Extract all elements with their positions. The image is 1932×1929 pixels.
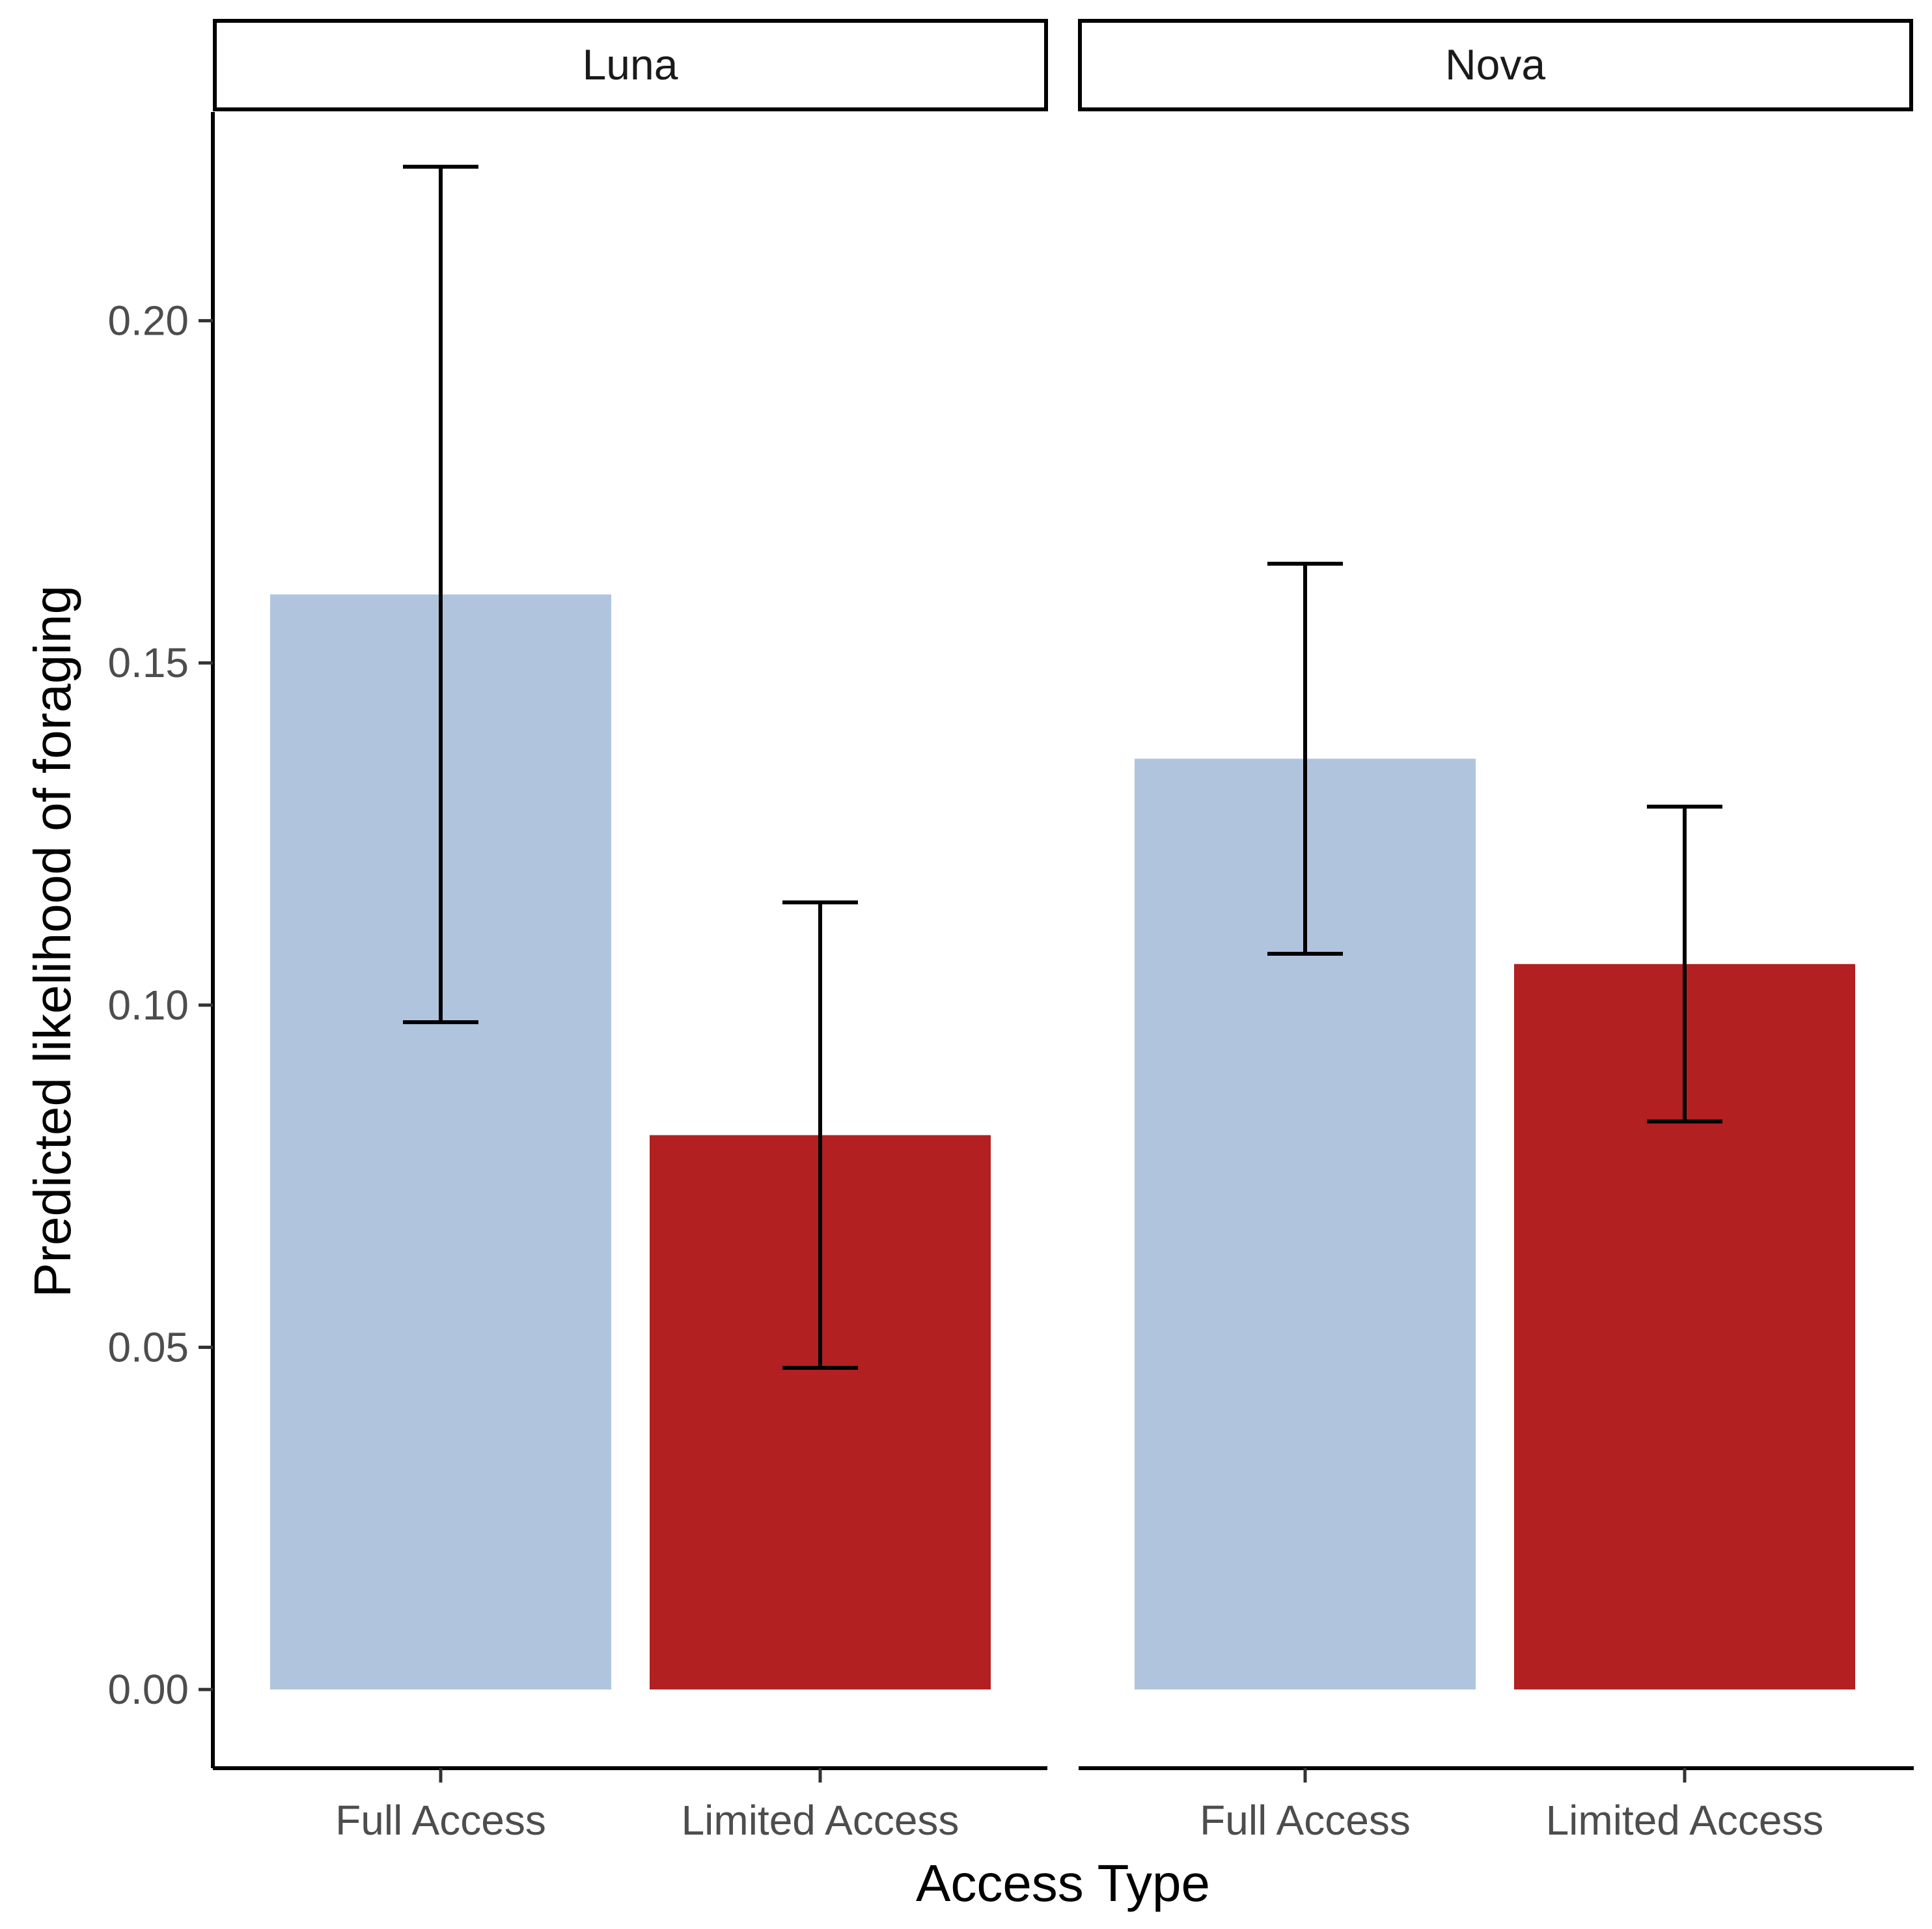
x-tick-label-nova-full-access: Full Access xyxy=(1200,1797,1411,1844)
errorbar-luna-limited-access xyxy=(782,900,858,1370)
y-tick-label-4: 0.20 xyxy=(107,298,189,344)
x-tick-label-luna-full-access: Full Access xyxy=(335,1797,546,1844)
x-tick-label-luna-limited-access: Limited Access xyxy=(682,1797,959,1844)
x-axis-luna: Full Access Limited Access xyxy=(213,1766,1047,1844)
strip-luna: Luna xyxy=(213,19,1048,111)
y-tick-label-1: 0.05 xyxy=(107,1324,189,1370)
strip-label-luna: Luna xyxy=(583,40,678,89)
y-axis-title: Predicted likelihood of foraging xyxy=(23,585,81,1298)
errorbar-luna-full-access xyxy=(403,165,478,1025)
y-tick-label-2: 0.10 xyxy=(107,982,189,1029)
y-tick-label-3: 0.15 xyxy=(107,639,189,686)
panel-luna xyxy=(270,165,991,1690)
errorbar-nova-full-access xyxy=(1267,561,1343,956)
x-tick-label-nova-limited-access: Limited Access xyxy=(1546,1797,1824,1844)
y-tick-label-0: 0.00 xyxy=(107,1666,189,1713)
errorbar-nova-limited-access xyxy=(1647,805,1722,1124)
x-axis-title: Access Type xyxy=(916,1854,1210,1912)
x-axis-nova: Full Access Limited Access xyxy=(1079,1766,1914,1844)
y-axis: 0.00 0.05 0.10 0.15 0.20 xyxy=(107,112,215,1768)
panel-nova xyxy=(1135,561,1855,1690)
strip-nova: Nova xyxy=(1078,19,1913,111)
strip-label-nova: Nova xyxy=(1445,40,1545,89)
